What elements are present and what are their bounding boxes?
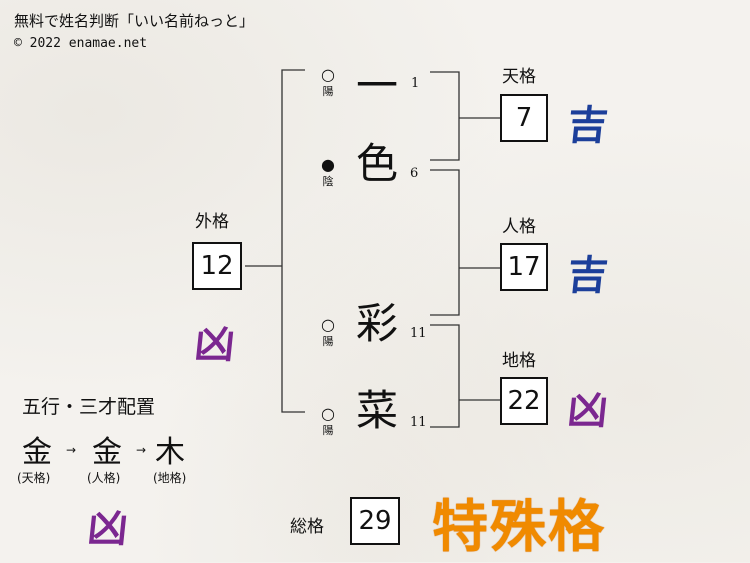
yinyang-label-1: 陽 [322, 85, 334, 98]
chikaku-fortune: 凶 [565, 387, 611, 434]
gaikaku-value: 12 [192, 242, 242, 290]
stroke-count-3: 11 [410, 326, 427, 341]
tenkaku-label: 天格 [502, 67, 536, 87]
yinyang-mark-1: ○ [321, 65, 335, 84]
chikaku-label: 地格 [502, 351, 536, 371]
soukaku-label: 総格 [290, 517, 324, 537]
gogyo-sub-chikaku: (地格) [153, 471, 187, 485]
gogyo-sub-jinkaku: (人格) [87, 471, 121, 485]
copyright: © 2022 enamae.net [14, 36, 148, 51]
jinkaku-label: 人格 [502, 217, 536, 237]
gogyo-arrow-2: → [136, 443, 147, 457]
site-title: 無料で姓名判断「いい名前ねっと」 [14, 12, 255, 30]
gogyo-element-chikaku: 木 [155, 435, 185, 470]
yinyang-label-4: 陽 [322, 424, 334, 437]
gogyo-fortune: 凶 [85, 505, 131, 552]
name-char-4: 菜 [355, 386, 398, 435]
jinkaku-value: 17 [500, 243, 548, 291]
gaikaku-label: 外格 [195, 212, 229, 232]
gogyo-arrow-1: → [66, 443, 77, 457]
yinyang-mark-2: ● [321, 155, 335, 174]
soukaku-value: 29 [350, 497, 400, 545]
yinyang-mark-4: ○ [321, 404, 335, 423]
stroke-count-1: 1 [411, 76, 420, 91]
gogyo-title: 五行・三才配置 [22, 396, 156, 418]
chikaku-value: 22 [500, 377, 548, 425]
yinyang-mark-3: ○ [321, 315, 335, 334]
name-char-1: 一 [355, 61, 398, 110]
yinyang-label-3: 陽 [322, 335, 334, 348]
gogyo-element-tenkaku: 金 [22, 435, 52, 470]
soukaku-fortune: 特殊格 [432, 494, 606, 560]
name-char-2: 色 [355, 139, 398, 188]
jinkaku-fortune: 吉 [565, 252, 611, 299]
gogyo-sub-tenkaku: (天格) [17, 471, 51, 485]
gaikaku-fortune: 凶 [192, 321, 238, 368]
name-char-3: 彩 [355, 299, 398, 348]
stroke-count-4: 11 [410, 415, 427, 430]
tenkaku-value: 7 [500, 94, 548, 142]
tenkaku-fortune: 吉 [565, 102, 611, 149]
stroke-count-2: 6 [410, 166, 419, 181]
gogyo-element-jinkaku: 金 [92, 435, 122, 470]
yinyang-label-2: 陰 [322, 175, 334, 188]
